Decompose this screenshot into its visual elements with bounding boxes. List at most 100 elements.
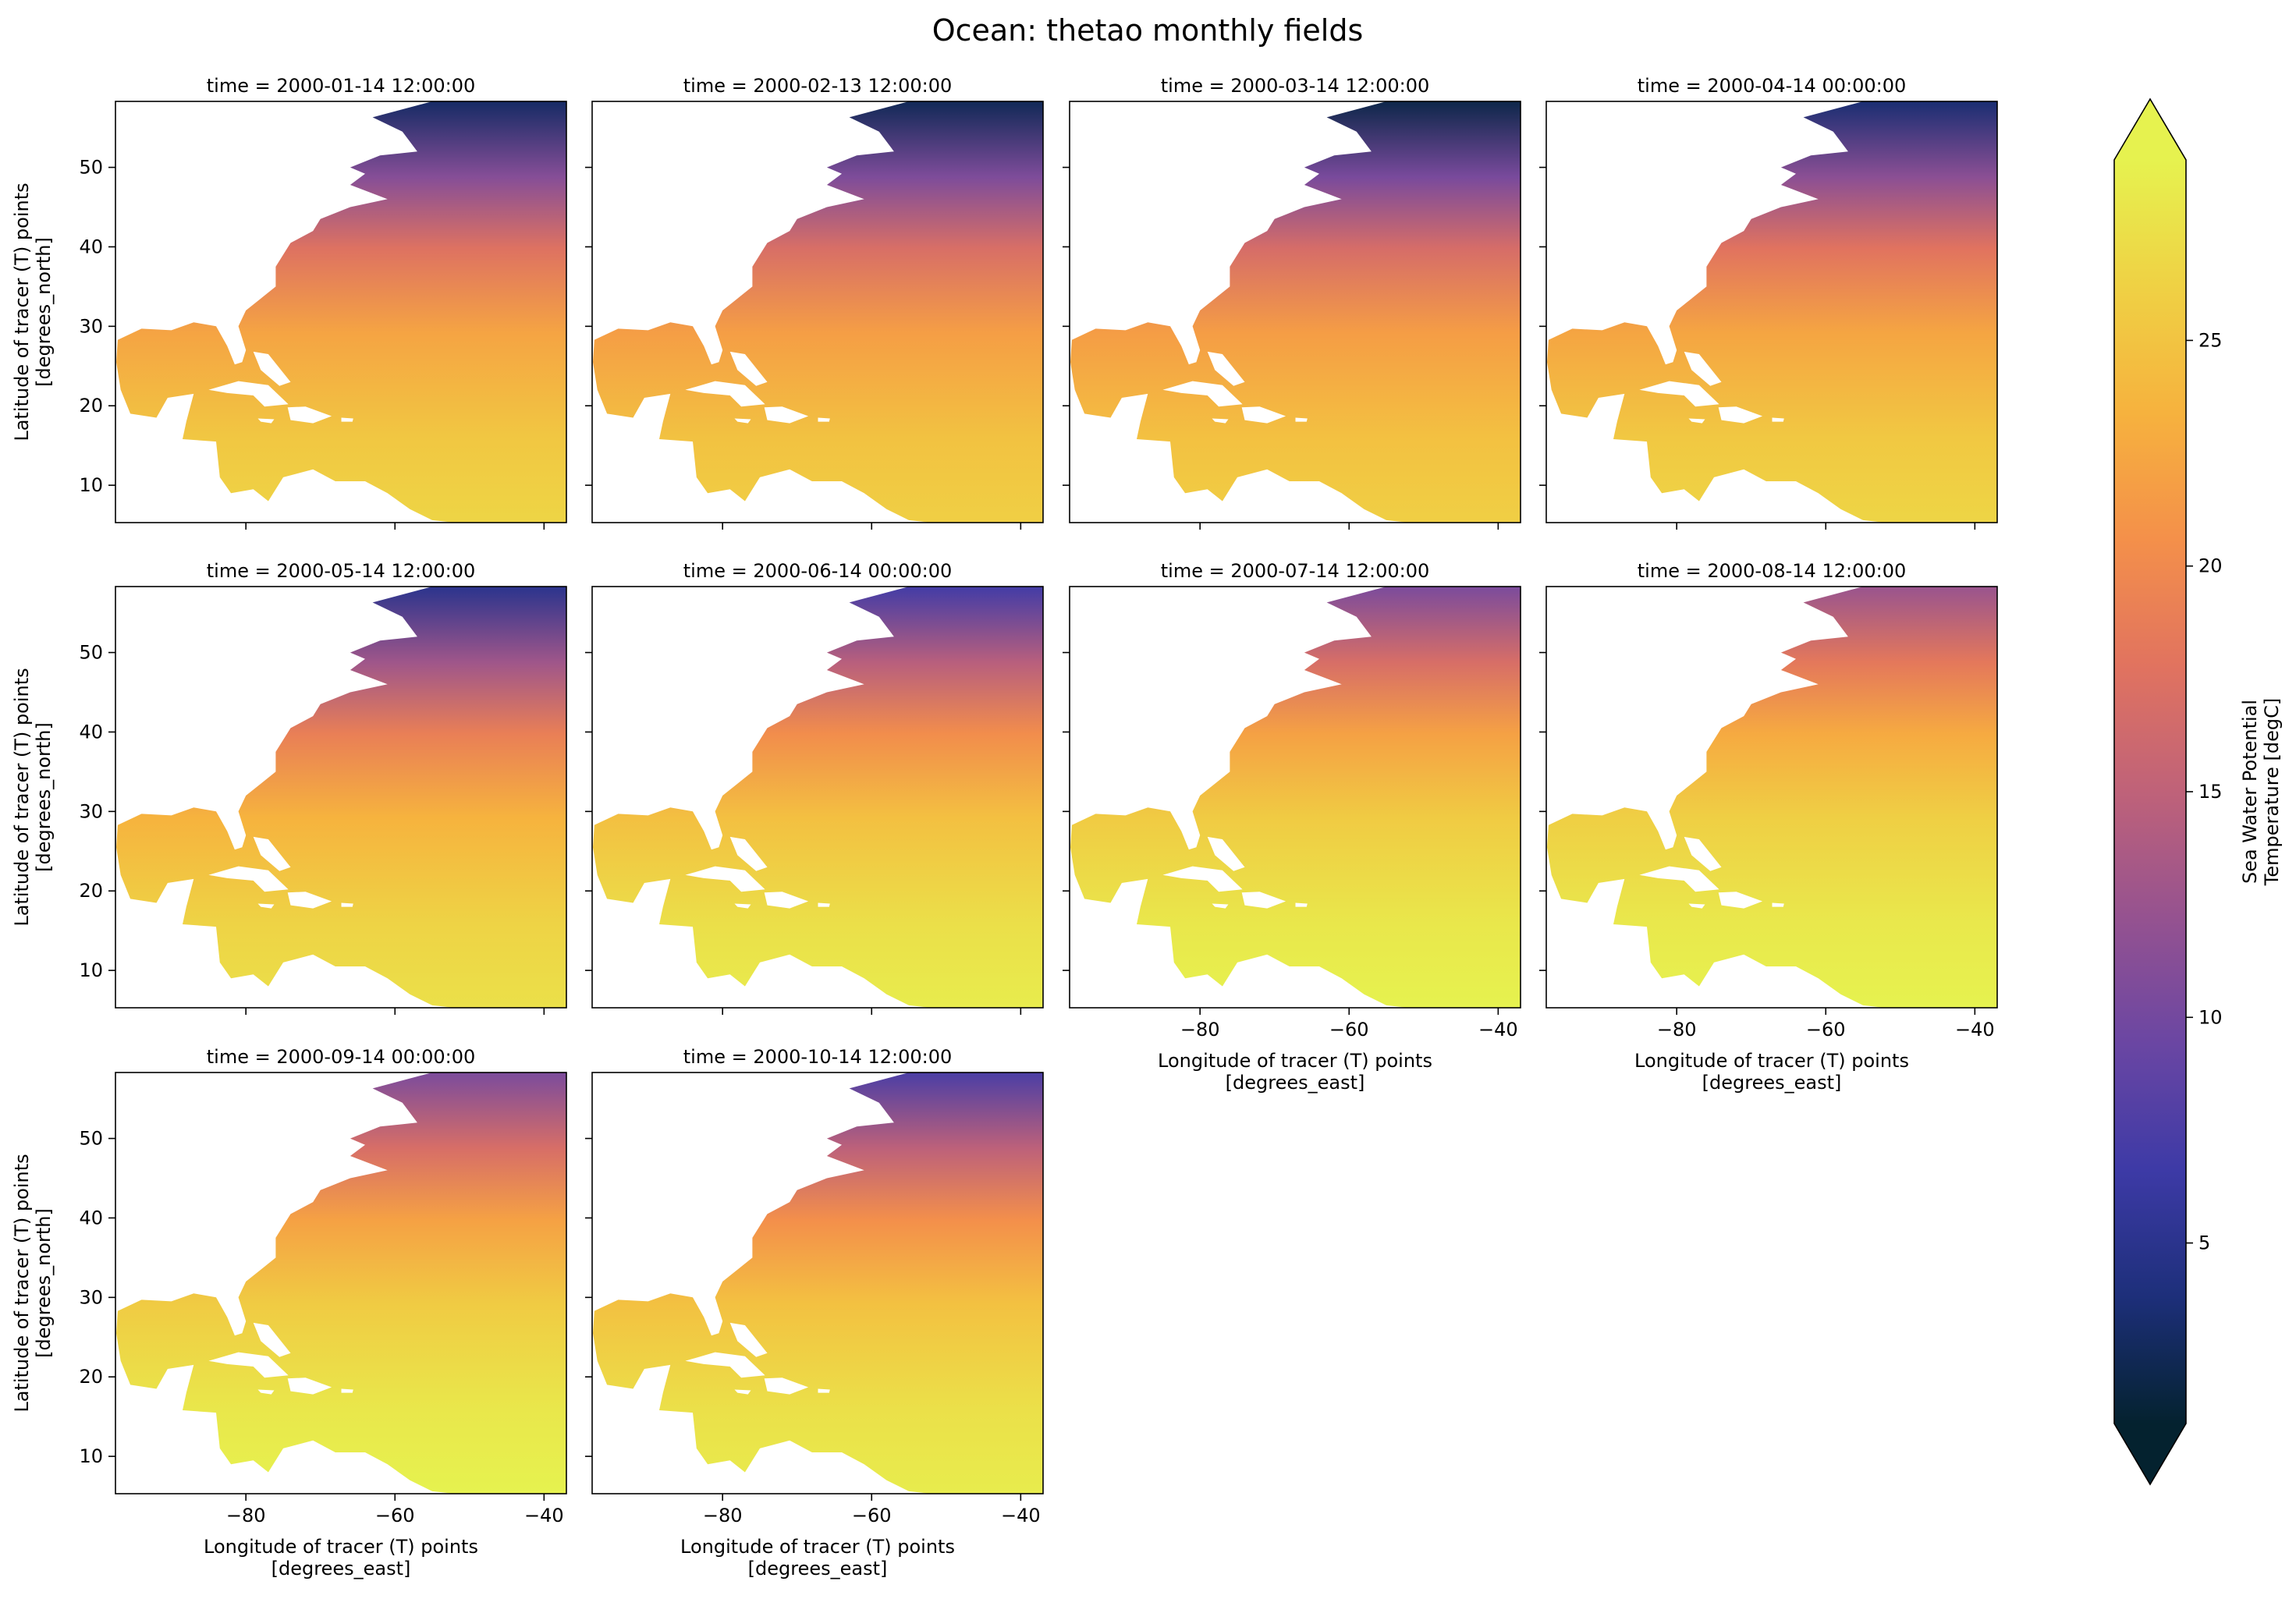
panel: time = 2000-01-14 12:00:00 10 20 30 40 50 Lati… — [11, 75, 567, 530]
colorbar-extend-min — [2114, 1424, 2186, 1484]
y-tick-label: 30 — [79, 315, 103, 337]
x-axis-label: [degrees_east] — [1702, 1072, 1842, 1094]
y-tick-label: 20 — [79, 1366, 103, 1388]
colorbar-tick-label: 25 — [2198, 329, 2223, 351]
colorbar-gradient — [2114, 160, 2186, 1424]
island-land — [287, 406, 332, 424]
y-axis-label: Latitude of tracer (T) points — [11, 183, 33, 441]
island-land — [1639, 381, 1719, 407]
figure-title: Ocean: thetao monthly fields — [932, 13, 1364, 48]
island-land — [1718, 406, 1763, 424]
colorbar-label: Temperature [degC] — [2261, 698, 2283, 886]
axes-frame — [1545, 586, 1998, 1009]
y-tick-label: 40 — [79, 236, 103, 257]
island-land — [1162, 866, 1243, 892]
island-land — [1212, 903, 1229, 909]
island-land — [764, 892, 809, 909]
sea-temperature-field — [593, 101, 1043, 523]
island-land — [341, 902, 353, 907]
panel: time = 2000-08-14 12:00:00 −80 −60 −40 Longi… — [1539, 560, 1998, 1094]
island-land — [729, 1322, 768, 1357]
map-area — [1547, 587, 1997, 1008]
island-land — [818, 902, 830, 907]
panel: time = 2000-04-14 00:00:00 — [1539, 75, 1998, 530]
island-land — [818, 1388, 830, 1393]
island-land — [1241, 892, 1286, 909]
facet-grid: time = 2000-01-14 12:00:00 10 20 30 40 50 Lati… — [11, 75, 1998, 1580]
island-land — [734, 1389, 751, 1395]
island-land — [208, 381, 289, 407]
x-tick-label: −40 — [1478, 1019, 1518, 1041]
panel-title: time = 2000-02-13 12:00:00 — [683, 75, 952, 97]
colorbar: 5 10 15 20 25 Sea Water Potential Temperature … — [2113, 98, 2283, 1486]
island-land — [287, 892, 332, 909]
x-tick-label: −40 — [524, 1505, 564, 1526]
y-tick-label: 10 — [79, 1445, 103, 1467]
island-land — [1772, 902, 1784, 907]
y-tick-label: 40 — [79, 1207, 103, 1228]
panel-title: time = 2000-03-14 12:00:00 — [1161, 75, 1429, 97]
panel-title: time = 2000-10-14 12:00:00 — [683, 1046, 952, 1068]
island-land — [1241, 406, 1286, 424]
colorbar-tick-label: 20 — [2198, 555, 2223, 577]
y-axis-label: Latitude of tracer (T) points — [11, 1154, 33, 1412]
colorbar-tick-label: 15 — [2198, 781, 2223, 803]
panel: time = 2000-03-14 12:00:00 — [1063, 75, 1521, 530]
axes-frame — [115, 1072, 567, 1494]
y-tick-label: 50 — [79, 1128, 103, 1150]
island-land — [729, 836, 768, 871]
island-land — [208, 866, 289, 892]
island-land — [257, 1389, 275, 1395]
panel: time = 2000-10-14 12:00:00 −80 −60 −40 Longi… — [585, 1046, 1044, 1580]
sea-temperature-field — [1547, 587, 1997, 1008]
y-axis-label: [degrees_north] — [33, 722, 55, 872]
x-tick-label: −80 — [226, 1505, 266, 1526]
x-tick-label: −60 — [1329, 1019, 1369, 1041]
island-land — [1718, 892, 1763, 909]
x-tick-label: −40 — [1955, 1019, 1995, 1041]
island-land — [734, 903, 751, 909]
axes-frame — [115, 586, 567, 1009]
y-tick-label: 10 — [79, 959, 103, 981]
map-area — [1070, 101, 1521, 523]
island-land — [257, 418, 275, 424]
map-area — [116, 101, 566, 523]
x-tick-label: −80 — [1657, 1019, 1697, 1041]
x-tick-label: −60 — [852, 1505, 892, 1526]
island-land — [734, 418, 751, 424]
sea-temperature-field — [116, 587, 566, 1008]
colorbar-tick-label: 5 — [2198, 1232, 2210, 1254]
panel: time = 2000-06-14 00:00:00 — [585, 560, 1044, 1015]
panel-title: time = 2000-09-14 00:00:00 — [207, 1046, 475, 1068]
colorbar-outline — [2113, 98, 2187, 1486]
y-tick-label: 20 — [79, 395, 103, 417]
island-land — [253, 351, 291, 386]
x-axis-label: [degrees_east] — [748, 1558, 888, 1580]
island-land — [341, 417, 353, 422]
y-tick-label: 30 — [79, 800, 103, 822]
panel-title: time = 2000-07-14 12:00:00 — [1161, 560, 1429, 582]
island-land — [1688, 418, 1705, 424]
island-land — [685, 1352, 765, 1378]
y-tick-label: 50 — [79, 157, 103, 179]
island-land — [257, 903, 275, 909]
island-land — [685, 866, 765, 892]
island-land — [287, 1377, 332, 1395]
map-area — [593, 1072, 1043, 1494]
y-axis-label: [degrees_north] — [33, 237, 55, 387]
island-land — [1212, 418, 1229, 424]
map-area — [116, 587, 566, 1008]
island-land — [1295, 417, 1308, 422]
axes-frame — [115, 101, 567, 523]
axes-frame — [591, 1072, 1044, 1494]
axes-frame — [1069, 101, 1521, 523]
axes-frame — [1545, 101, 1998, 523]
island-land — [764, 406, 809, 424]
colorbar-label: Sea Water Potential — [2239, 700, 2261, 884]
panel-title: time = 2000-08-14 12:00:00 — [1638, 560, 1906, 582]
map-area — [593, 587, 1043, 1008]
island-land — [818, 417, 830, 422]
island-land — [1207, 351, 1245, 386]
island-land — [253, 836, 291, 871]
island-land — [1162, 381, 1243, 407]
